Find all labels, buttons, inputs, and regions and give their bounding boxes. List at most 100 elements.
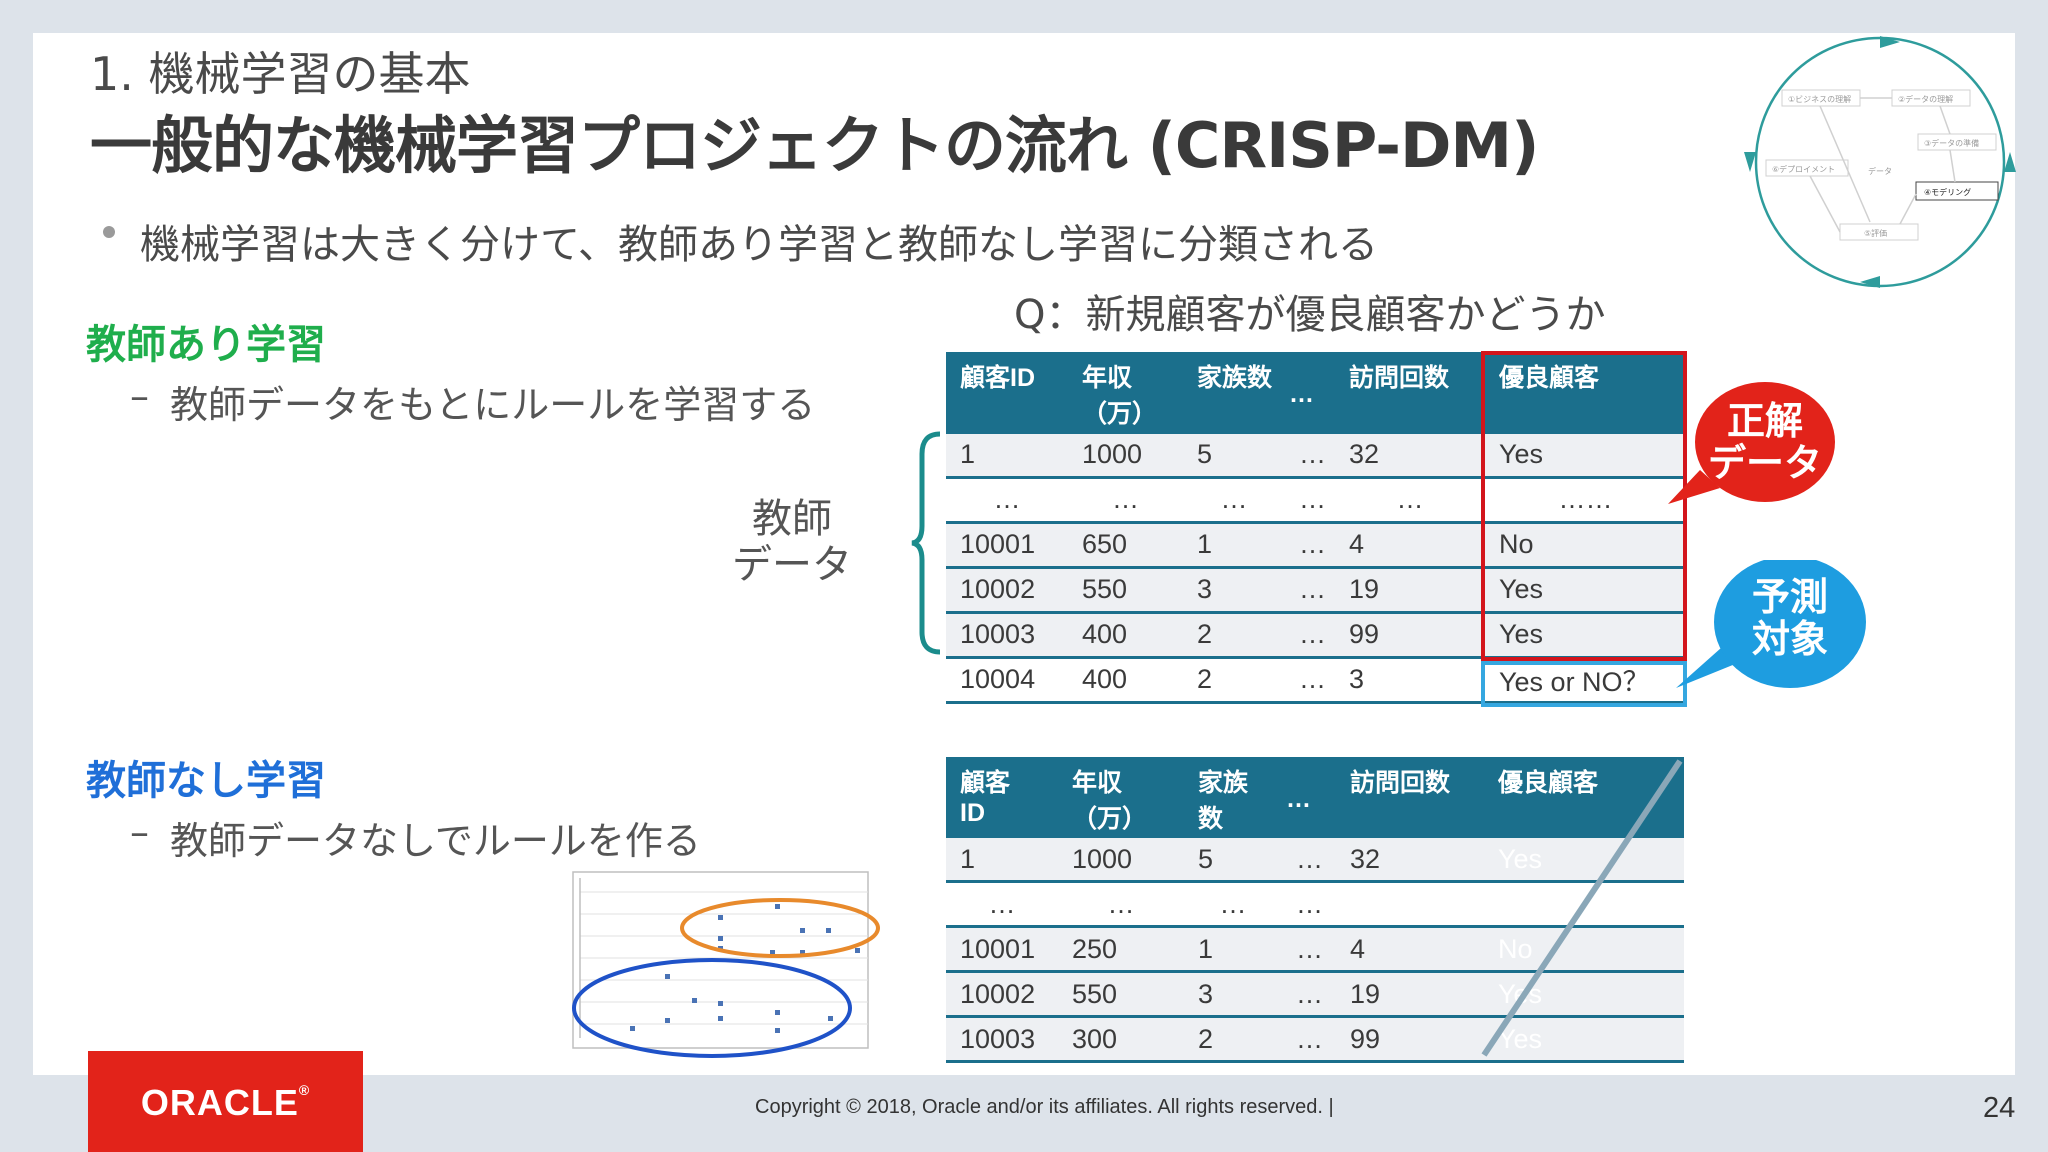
cell: … — [1285, 430, 1335, 477]
table-row: 10001 250 1… 4 No — [946, 925, 1684, 972]
cell: … — [1285, 610, 1335, 657]
cell: 250 — [1058, 925, 1184, 972]
point — [770, 950, 775, 955]
section-subtitle: 1. 機械学習の基本 — [90, 47, 471, 101]
bullet-text: 機械学習は大きく分けて、教師あり学習と教師なし学習に分類される — [140, 222, 1378, 268]
col-ellipsis: … — [1282, 757, 1336, 837]
cell: … — [1282, 970, 1336, 1017]
cell: … — [946, 880, 1058, 927]
cell: 1000 — [1058, 835, 1184, 882]
bubble-blue-line1: 予測 — [1751, 575, 1828, 619]
unsupervised-heading: 教師なし学習 — [86, 758, 326, 804]
point — [855, 948, 860, 953]
point — [800, 950, 805, 955]
point — [718, 915, 723, 920]
point — [665, 1018, 670, 1023]
cell: Yes — [1485, 610, 1686, 657]
prediction-target-highlight — [1481, 661, 1687, 707]
cell: 650 — [1068, 520, 1183, 567]
cell: 1 — [1183, 520, 1285, 567]
cell: 10001 — [946, 520, 1068, 567]
point — [665, 974, 670, 979]
table-row: 10002 550 3… 19 Yes — [946, 565, 1686, 612]
cell: 19 — [1336, 970, 1484, 1017]
cell: … — [1068, 475, 1183, 522]
point — [630, 1026, 635, 1031]
cell: 1 — [946, 835, 1058, 882]
strike-line — [1481, 759, 1683, 1057]
point — [718, 1016, 723, 1021]
bubble-blue-line2: 対象 — [1751, 617, 1828, 661]
cell: 1000 — [1068, 430, 1183, 477]
unsupervised-table: 顧客 ID 年収 （万） 家族数 … 訪問回数 優良顧客 1 1000 5… 32 Yes … — [946, 757, 1684, 1063]
cell: 5 — [1184, 835, 1282, 882]
oracle-logo-mark: ® — [298, 1082, 311, 1098]
cell: 2 — [1184, 1015, 1282, 1062]
cell: … — [1184, 880, 1282, 927]
cell: 4 — [1336, 925, 1484, 972]
correct-data-bubble — [1668, 382, 1835, 504]
crisp-center-label: データ — [1868, 166, 1892, 176]
cell: 10003 — [946, 1015, 1058, 1062]
point — [775, 1028, 780, 1033]
bullet-dot — [103, 226, 115, 238]
table-row: 1 1000 5… 32 Yes — [946, 835, 1684, 882]
table-row: 10003 300 2… 99 Yes — [946, 1015, 1684, 1062]
cell: 3 — [1184, 970, 1282, 1017]
col-income-label: 年収 — [1072, 769, 1123, 797]
cell: … — [1282, 880, 1336, 927]
teacher-label-line1: 教師 — [752, 496, 832, 542]
cell: 32 — [1335, 430, 1485, 477]
cell: … — [1282, 835, 1336, 882]
cell: Yes — [1484, 835, 1684, 882]
cell: 5 — [1183, 430, 1285, 477]
cell: Yes — [1485, 430, 1686, 477]
bubble-red-line1: 正解 — [1726, 399, 1803, 443]
table-row: 1 1000 5… 32 Yes — [946, 430, 1686, 477]
cluster-ellipses — [572, 898, 880, 1058]
col-family: 家族数 — [1184, 757, 1282, 837]
cell: 1 — [946, 430, 1068, 477]
cell: 10003 — [946, 610, 1068, 657]
question-text: Q：新規顧客が優良顧客かどうか — [1014, 292, 1606, 338]
cell: … — [1282, 1015, 1336, 1062]
cell: 3 — [1183, 565, 1285, 612]
cell: … — [1335, 475, 1485, 522]
col-id-line2: ID — [960, 799, 985, 827]
cell: 1 — [1184, 925, 1282, 972]
cell: … — [1183, 475, 1285, 522]
cell: 2 — [1183, 655, 1285, 702]
oracle-logo — [88, 1051, 363, 1152]
unsupervised-dash: – — [130, 810, 149, 854]
cell: 10001 — [946, 925, 1058, 972]
table-row: ………………… — [946, 475, 1686, 522]
cell: 400 — [1068, 610, 1183, 657]
cell: 2 — [1183, 610, 1285, 657]
supervised-dash: – — [130, 374, 149, 418]
cell: … — [1058, 880, 1184, 927]
cell: 10002 — [946, 565, 1068, 612]
supervised-heading: 教師あり学習 — [86, 322, 326, 368]
cell: 300 — [1058, 1015, 1184, 1062]
point — [775, 904, 780, 909]
point — [800, 928, 805, 933]
supervised-table: 顧客ID 年収 （万） 家族数 … 訪問回数 優良顧客 1 1000 5… 32 Yes … — [946, 352, 1686, 704]
cell: …… — [1485, 475, 1686, 522]
cell: … — [1285, 520, 1335, 567]
cell: 550 — [1058, 970, 1184, 1017]
col-customer-id: 顧客ID — [946, 352, 1068, 432]
table-row: 10003 400 2… 99 Yes — [946, 610, 1686, 657]
crisp-dm-cycle: ①ビジネスの理解 ②データの理解 ③データの準備 ④モデリング ⑤評価 ⑥デプロ… — [1744, 36, 2016, 288]
col-id-line1: 顧客 — [960, 769, 1011, 797]
oracle-logo-text: ORACLE® — [88, 1082, 363, 1124]
col-income: 年収 （万） — [1058, 757, 1184, 837]
teacher-data-label: 教師 データ — [728, 496, 856, 588]
col-income: 年収 （万） — [1068, 352, 1183, 432]
crisp-node-6: ⑥デプロイメント — [1772, 164, 1835, 174]
cell: Yes — [1485, 565, 1686, 612]
cell — [1336, 880, 1484, 927]
col-family: 家族数 — [1183, 352, 1285, 432]
col-visits: 訪問回数 — [1335, 352, 1485, 432]
bubble-red-line2: データ — [1707, 441, 1822, 485]
cell: 550 — [1068, 565, 1183, 612]
